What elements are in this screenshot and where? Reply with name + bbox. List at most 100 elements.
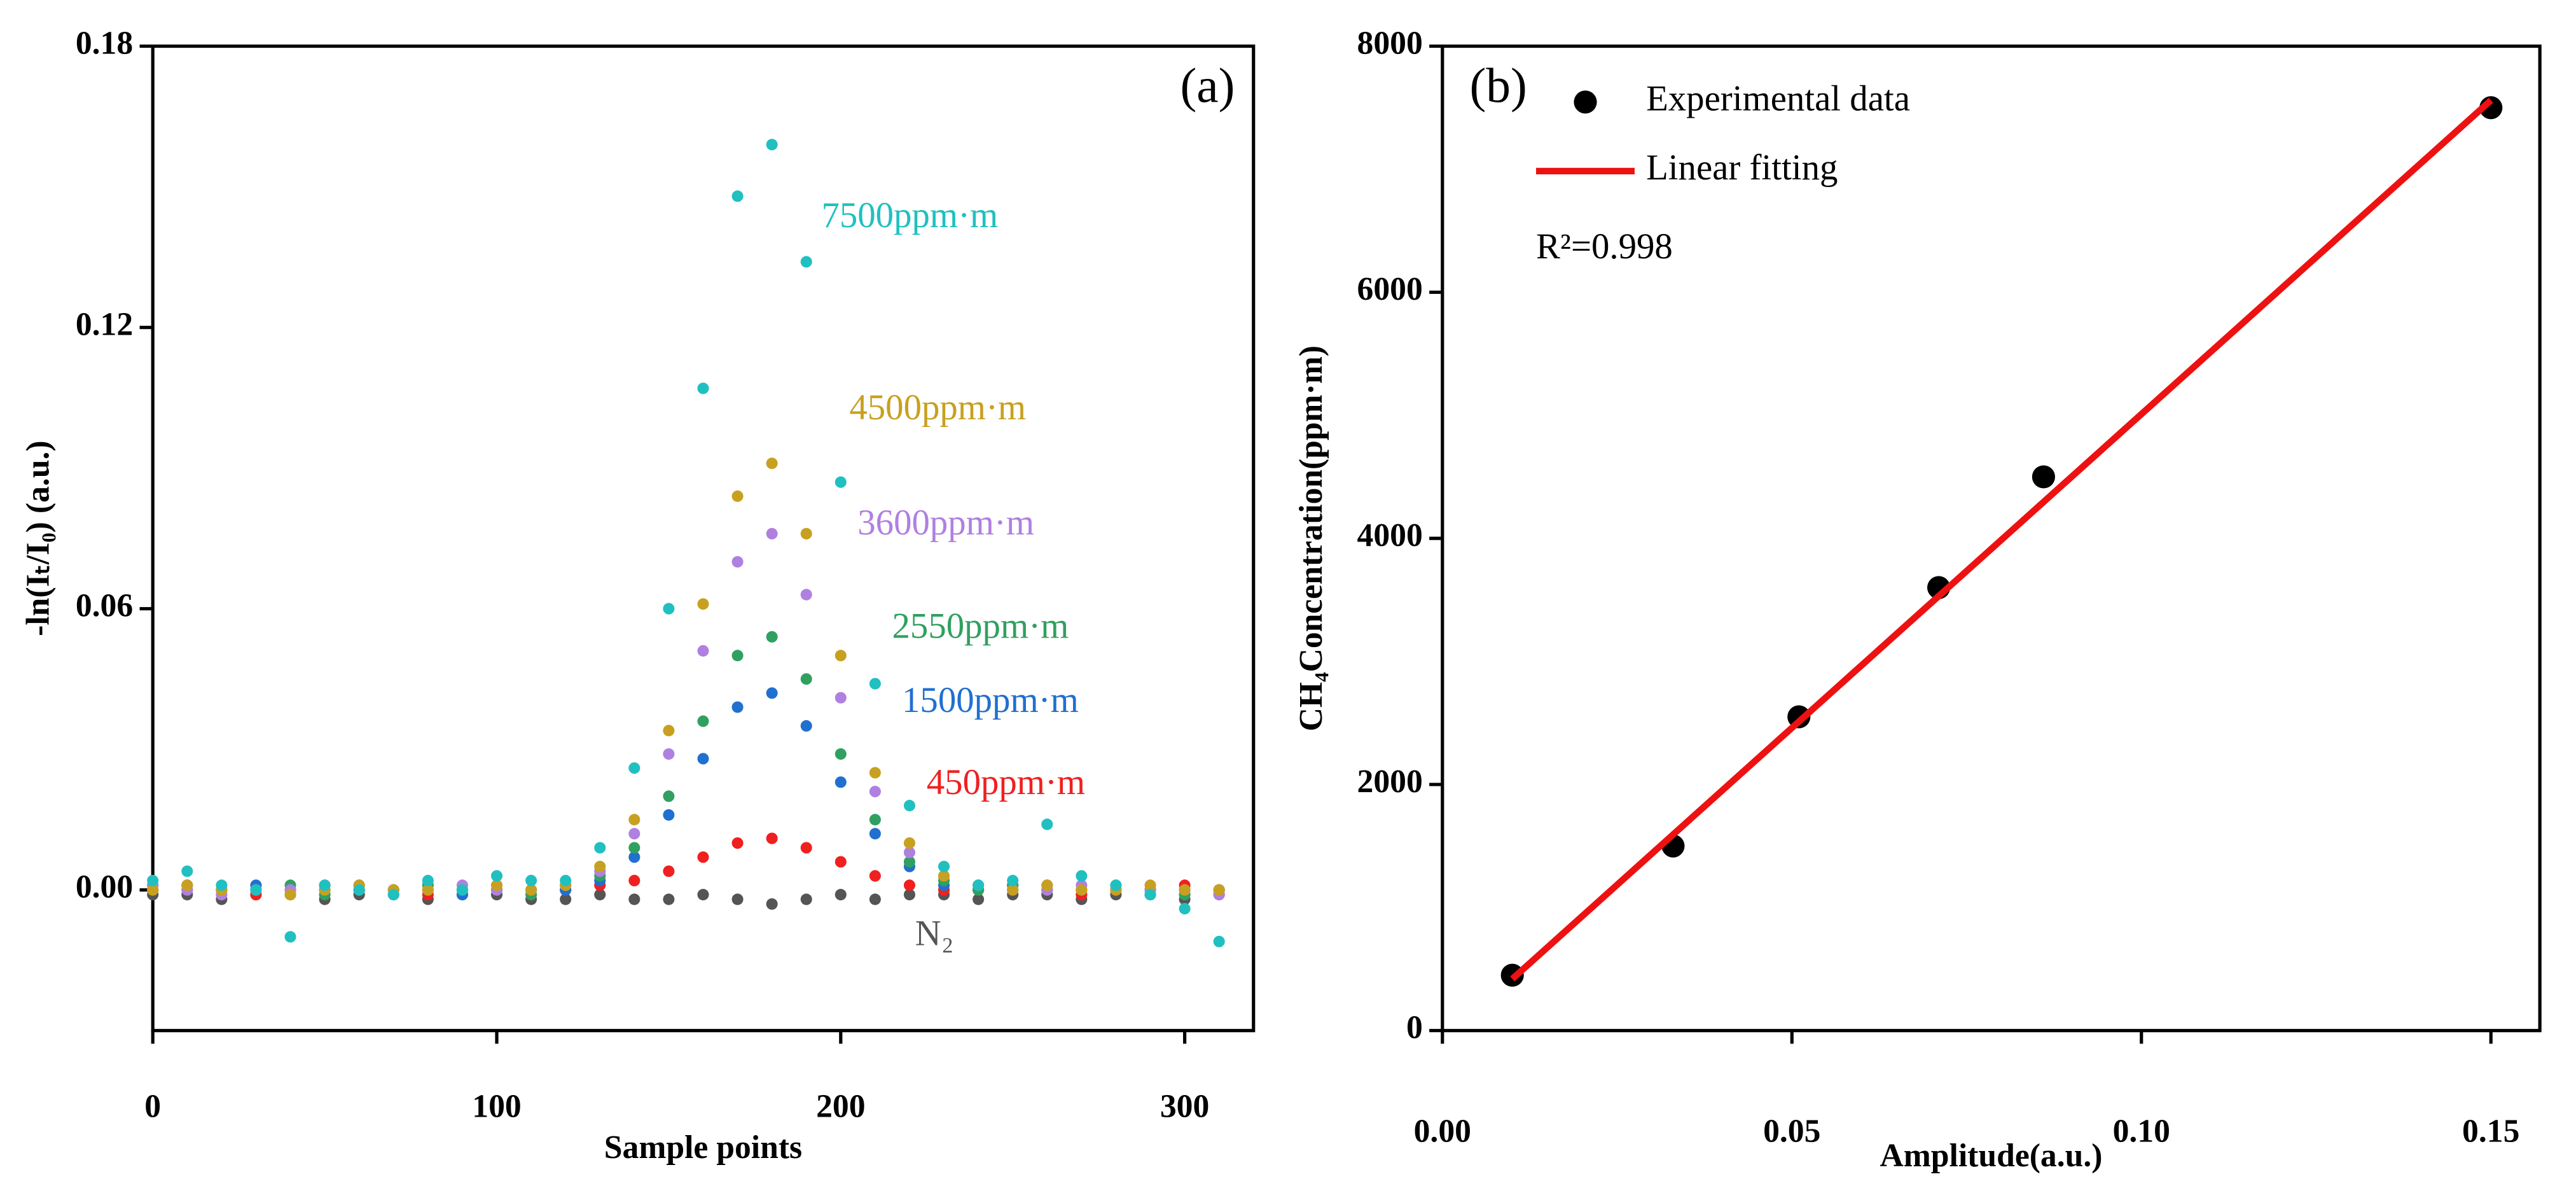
data-point <box>663 790 675 802</box>
data-point <box>560 874 572 887</box>
data-point <box>663 893 675 905</box>
data-point <box>147 884 159 896</box>
y-tick-label: 0.00 <box>76 869 133 905</box>
data-point <box>628 814 641 826</box>
data-point <box>697 715 709 727</box>
data-point <box>250 884 262 896</box>
data-point <box>1007 874 1019 887</box>
y-tick-label: 4000 <box>1357 517 1423 554</box>
data-point <box>869 814 881 826</box>
series-label: 7500ppm·m <box>821 195 998 235</box>
y-tick-label: 0.06 <box>76 588 133 624</box>
data-point <box>834 856 847 868</box>
data-point <box>938 870 950 882</box>
data-point <box>973 893 985 905</box>
legend-label: Linear fitting <box>1646 148 1838 188</box>
data-point <box>628 874 641 887</box>
series-label: 4500ppm·m <box>849 387 1026 428</box>
data-point <box>869 785 881 798</box>
data-point <box>834 889 847 901</box>
data-point <box>800 842 812 854</box>
series-label: N₂ <box>915 914 954 954</box>
y-axis-title: CH₄Concentration(ppm·m) <box>1293 345 1329 731</box>
data-point <box>663 748 675 760</box>
data-point <box>1076 870 1088 882</box>
data-point <box>731 555 744 568</box>
data-point <box>697 851 709 863</box>
data-point <box>973 879 985 891</box>
data-point <box>869 767 881 779</box>
annotation: R²=0.998 <box>1536 227 1673 267</box>
y-tick-label: 2000 <box>1357 764 1423 800</box>
data-point <box>319 879 331 891</box>
plot-frame <box>151 44 1256 1033</box>
data-point <box>800 673 812 685</box>
data-point <box>628 842 641 854</box>
data-point <box>663 809 675 821</box>
data-point <box>181 879 193 891</box>
fit-line <box>1510 97 2493 982</box>
data-point <box>525 874 537 887</box>
data-point <box>1144 879 1156 891</box>
data-point <box>731 490 744 502</box>
data-point <box>800 893 812 905</box>
data-point <box>869 893 881 905</box>
x-tick-label: 0.00 <box>1414 1113 1471 1149</box>
data-point <box>387 889 399 901</box>
y-axis-title: -ln(Iₜ/I₀) (a.u.) <box>20 440 56 636</box>
x-tick-label: 0.10 <box>2113 1113 2170 1149</box>
data-point <box>1076 884 1088 896</box>
data-point <box>1144 889 1156 901</box>
y-tick-label: 8000 <box>1357 25 1423 61</box>
data-point <box>766 631 778 643</box>
data-point <box>903 800 916 812</box>
data-point <box>628 851 641 863</box>
data-point <box>731 893 744 905</box>
data-point <box>869 678 881 690</box>
data-point <box>1213 884 1225 896</box>
data-point <box>903 846 916 858</box>
x-tick-label: 0.05 <box>1763 1113 1820 1149</box>
data-point <box>697 753 709 765</box>
data-point <box>1179 903 1191 915</box>
data-point <box>490 870 503 882</box>
data-point <box>800 527 812 540</box>
data-point <box>1041 818 1053 830</box>
data-point <box>697 889 709 901</box>
data-point <box>834 692 847 704</box>
data-point <box>800 256 812 268</box>
data-point <box>594 842 606 854</box>
data-point <box>766 457 778 470</box>
data-point <box>903 889 916 901</box>
data-point <box>731 190 744 202</box>
y-tick-label: 0 <box>1406 1010 1423 1046</box>
data-point <box>697 382 709 394</box>
data-point <box>181 865 193 877</box>
data-point <box>1179 884 1191 896</box>
y-tick-label: 6000 <box>1357 271 1423 307</box>
data-point <box>834 748 847 760</box>
data-point <box>766 139 778 151</box>
plot-frame <box>1441 44 2542 1033</box>
data-point <box>663 865 675 877</box>
x-tick-label: 100 <box>472 1089 521 1125</box>
data-point <box>594 889 606 901</box>
legend-label: Experimental data <box>1646 78 1910 118</box>
x-axis-title: Amplitude(a.u.) <box>1880 1138 2102 1174</box>
data-point <box>766 527 778 540</box>
data-point <box>903 856 916 868</box>
y-tick-label: 0.12 <box>76 306 133 342</box>
data-point <box>628 893 641 905</box>
legend-dot <box>1574 90 1597 114</box>
data-point <box>800 720 812 732</box>
data-point <box>766 832 778 844</box>
data-point <box>353 884 365 896</box>
data-point <box>731 650 744 662</box>
series-label: 450ppm·m <box>927 762 1085 802</box>
x-axis-title: Sample points <box>604 1129 802 1166</box>
series-label: 2550ppm·m <box>892 606 1069 646</box>
data-point <box>1110 879 1122 891</box>
data-point <box>456 884 468 896</box>
data-point <box>766 898 778 910</box>
